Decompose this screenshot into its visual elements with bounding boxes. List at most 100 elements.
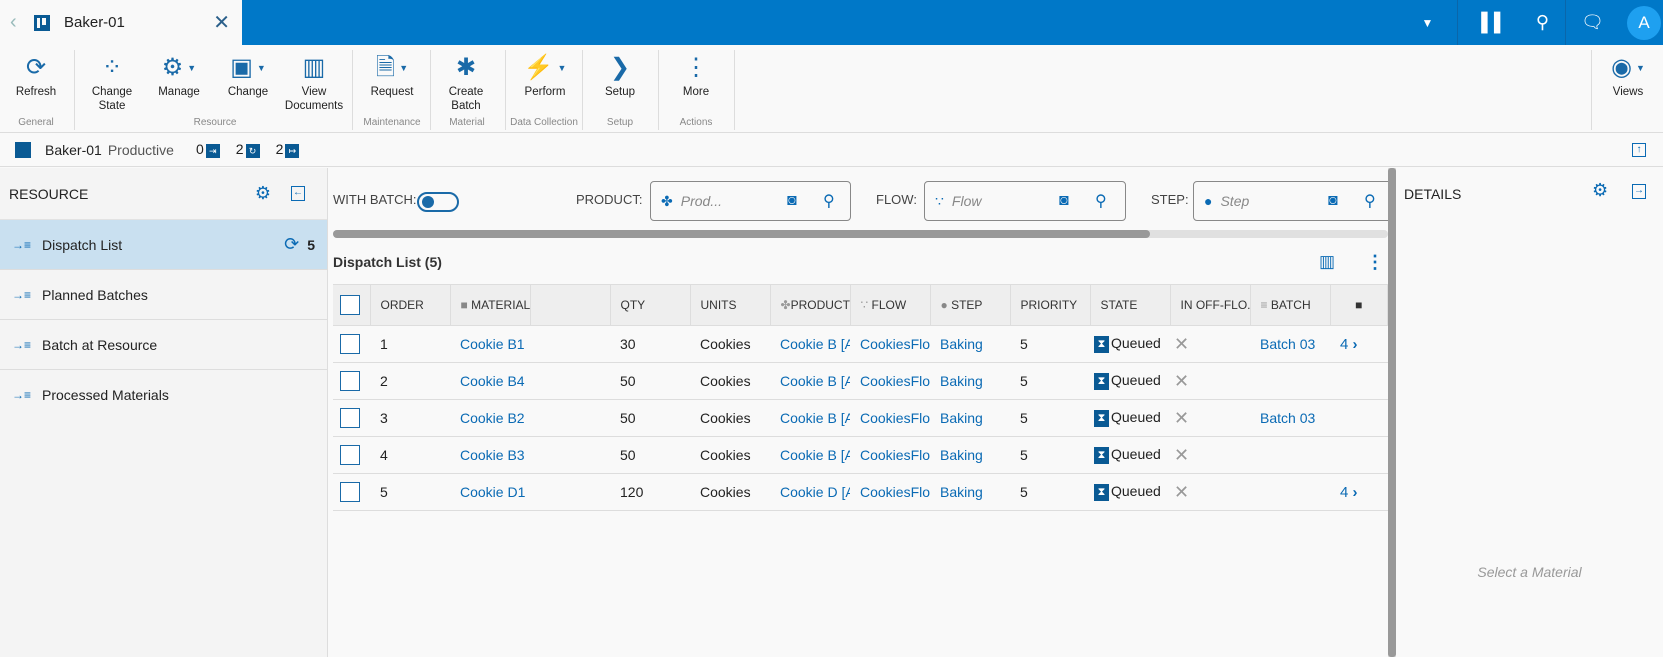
camera-icon[interactable]: ◙ bbox=[787, 192, 797, 209]
step-link[interactable]: Baking bbox=[940, 373, 983, 389]
col-priority[interactable]: PRIORITY bbox=[1010, 284, 1091, 326]
tab-baker-01[interactable]: ‹ Baker-01 ✕ bbox=[0, 0, 242, 45]
vertical-scrollbar[interactable] bbox=[1388, 168, 1396, 657]
gear-icon[interactable]: ⚙ bbox=[1592, 180, 1609, 200]
refresh-icon: ⟳ bbox=[25, 54, 47, 81]
with-batch-toggle[interactable] bbox=[417, 192, 459, 212]
columns-icon[interactable]: ▥ bbox=[1319, 252, 1336, 271]
product-link[interactable]: Cookie B [A bbox=[780, 447, 850, 463]
flow-link[interactable]: CookiesFlo bbox=[860, 410, 930, 426]
material-link[interactable]: Cookie D1 bbox=[460, 484, 526, 500]
gear-icon[interactable]: ⚙ bbox=[254, 183, 271, 203]
col-material[interactable]: ■ MATERIAL bbox=[450, 284, 531, 326]
more-button[interactable]: ⋮ More bbox=[668, 51, 724, 99]
step-link[interactable]: Baking bbox=[940, 447, 983, 463]
step-link[interactable]: Baking bbox=[940, 484, 983, 500]
product-link[interactable]: Cookie D [A bbox=[780, 484, 850, 500]
avatar[interactable]: A bbox=[1627, 6, 1661, 40]
subitems-link[interactable]: 4 › bbox=[1340, 483, 1358, 501]
more-icon[interactable]: ⋮ bbox=[1366, 252, 1384, 272]
row-checkbox[interactable] bbox=[340, 371, 360, 391]
row-checkbox[interactable] bbox=[340, 408, 360, 428]
flow-input[interactable]: ∵ Flow ◙ ⚲ bbox=[924, 181, 1126, 221]
table-row[interactable]: 2 Cookie B4 50 Cookies Cookie B [A CookiesFlo… bbox=[333, 362, 1388, 400]
dropdown-icon[interactable]: ▼ bbox=[1421, 15, 1434, 30]
barcode-icon[interactable]: ▐▐ bbox=[1474, 12, 1501, 32]
table-row[interactable]: 4 Cookie B3 50 Cookies Cookie B [A CookiesFlo… bbox=[333, 436, 1388, 474]
change-button[interactable]: ▣ ▼ Change bbox=[218, 51, 278, 99]
material-link[interactable]: Cookie B2 bbox=[460, 410, 525, 426]
product-input[interactable]: ✤ Prod... ◙ ⚲ bbox=[650, 181, 851, 221]
nav-item-processed-materials[interactable]: →≡ Processed Materials bbox=[12, 387, 169, 403]
chat-icon[interactable]: 🗨 bbox=[1581, 12, 1604, 32]
table-row[interactable]: 5 Cookie D1 120 Cookies Cookie D [A CookiesFl… bbox=[333, 473, 1388, 511]
step-link[interactable]: Baking bbox=[940, 410, 983, 426]
step-link[interactable]: Baking bbox=[940, 336, 983, 352]
camera-icon[interactable]: ◙ bbox=[1059, 192, 1069, 209]
material-link[interactable]: Cookie B4 bbox=[460, 373, 525, 389]
search-icon[interactable]: ⚲ bbox=[823, 193, 835, 210]
list-icon: →≡ bbox=[12, 237, 32, 252]
camera-icon[interactable]: ◙ bbox=[1328, 192, 1338, 209]
close-x-icon: ✕ bbox=[1174, 370, 1190, 391]
product-link[interactable]: Cookie B [A bbox=[780, 336, 850, 352]
row-checkbox[interactable] bbox=[340, 445, 360, 465]
list-title: Dispatch List (5) bbox=[333, 254, 442, 270]
col-state[interactable]: STATE bbox=[1090, 284, 1171, 326]
batch-link[interactable]: Batch 03 bbox=[1260, 410, 1316, 426]
perform-button[interactable]: ⚡ ▼ Perform bbox=[515, 51, 575, 99]
create-batch-button[interactable]: ✱ Create Batch bbox=[438, 51, 494, 113]
flow-link[interactable]: CookiesFlo bbox=[860, 373, 930, 389]
col-flow[interactable]: ∵ FLOW bbox=[850, 284, 931, 326]
material-link[interactable]: Cookie B1 bbox=[460, 336, 525, 352]
select-all-checkbox[interactable] bbox=[340, 295, 360, 315]
flow-link[interactable]: CookiesFlo bbox=[860, 447, 930, 463]
manage-button[interactable]: ⚙ ▼ Manage bbox=[148, 51, 210, 99]
subitems-link[interactable]: 4 › bbox=[1340, 335, 1358, 353]
col-units[interactable]: UNITS bbox=[690, 284, 771, 326]
collapse-panel-icon[interactable]: ← bbox=[291, 186, 305, 201]
views-button[interactable]: ◉ ▼ Views bbox=[1600, 51, 1656, 99]
nav-item-dispatch-list[interactable]: →≡ Dispatch List ⟳ 5 bbox=[0, 220, 327, 270]
col-qty[interactable]: QTY bbox=[610, 284, 691, 326]
refresh-button[interactable]: ⟳ Refresh bbox=[8, 51, 64, 99]
change-state-button[interactable]: ⁘ Change State bbox=[86, 51, 138, 113]
product-link[interactable]: Cookie B [A bbox=[780, 410, 850, 426]
flow-link[interactable]: CookiesFlo bbox=[860, 484, 930, 500]
expand-panel-icon[interactable]: → bbox=[1632, 184, 1646, 199]
nav-item-planned-batches[interactable]: →≡ Planned Batches bbox=[0, 270, 327, 320]
batch-link[interactable]: Batch 03 bbox=[1260, 336, 1316, 352]
refresh-icon[interactable]: ⟳ bbox=[284, 234, 300, 254]
col-batch[interactable]: ≡ BATCH bbox=[1250, 284, 1331, 326]
flow-link[interactable]: CookiesFlo bbox=[860, 336, 930, 352]
hourglass-icon: ⧗ bbox=[1094, 372, 1109, 390]
horizontal-scrollbar[interactable] bbox=[333, 230, 1388, 238]
hourglass-icon: ⧗ bbox=[1094, 446, 1109, 464]
col-subitems[interactable]: ■ bbox=[1330, 284, 1388, 326]
row-checkbox[interactable] bbox=[340, 482, 360, 502]
cell-qty: 50 bbox=[610, 399, 690, 437]
col-in-off-flow[interactable]: IN OFF-FLO... bbox=[1170, 284, 1251, 326]
search-icon[interactable]: ⚲ bbox=[1095, 193, 1107, 210]
input-icon: ⇥ bbox=[205, 143, 220, 158]
material-link[interactable]: Cookie B3 bbox=[460, 447, 525, 463]
view-documents-button[interactable]: ▥ View Documents bbox=[284, 51, 344, 113]
search-icon[interactable]: ⚲ bbox=[1535, 12, 1550, 32]
step-input[interactable]: ● Step ◙ ⚲ bbox=[1193, 181, 1393, 221]
chevron-left-icon[interactable]: ‹ bbox=[10, 11, 17, 33]
setup-button[interactable]: ❯ Setup bbox=[592, 51, 648, 99]
asterisk-icon: ✱ bbox=[455, 54, 477, 81]
nav-item-batch-at-resource[interactable]: →≡ Batch at Resource bbox=[0, 320, 327, 370]
table-row[interactable]: 3 Cookie B2 50 Cookies Cookie B [A CookiesFlo… bbox=[333, 399, 1388, 437]
col-order[interactable]: ORDER bbox=[370, 284, 451, 326]
cell-order: 1 bbox=[370, 325, 450, 363]
product-link[interactable]: Cookie B [A bbox=[780, 373, 850, 389]
collapse-header-icon[interactable]: ↑ bbox=[1632, 142, 1646, 157]
col-step[interactable]: ● STEP bbox=[930, 284, 1011, 326]
col-product[interactable]: ✤PRODUCT bbox=[770, 284, 851, 326]
search-icon[interactable]: ⚲ bbox=[1364, 193, 1376, 210]
request-button[interactable]: 🗎 ▼ Request bbox=[362, 51, 422, 99]
table-row[interactable]: 1 Cookie B1 30 Cookies Cookie B [A CookiesFlo… bbox=[333, 325, 1388, 363]
row-checkbox[interactable] bbox=[340, 334, 360, 354]
close-icon[interactable]: ✕ bbox=[213, 12, 230, 34]
